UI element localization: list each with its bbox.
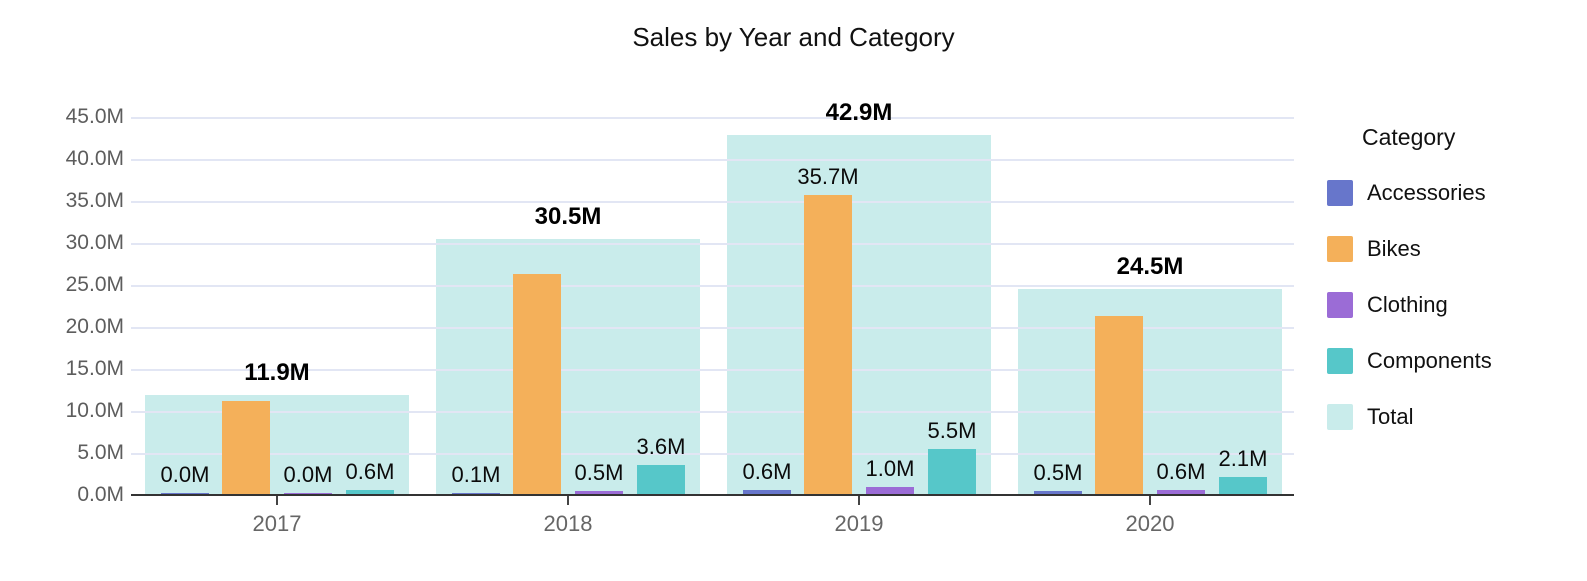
bar-accessories-2019[interactable] [743,489,791,495]
total-bar-2018[interactable] [436,238,700,495]
y-axis-tick-label-5.0M: 5.0M [77,441,124,464]
value-label-components-2019: 5.5M [927,417,977,443]
bar-accessories-2018[interactable] [452,492,500,495]
total-bar-2020[interactable] [1018,289,1282,495]
legend-label-accessories: Accessories [1367,180,1486,205]
value-label-accessories-2019: 0.6M [742,458,792,484]
legend-title: Category [1362,124,1456,150]
value-label-accessories-2020: 0.5M [1033,459,1083,485]
legend-item-accessories[interactable]: Accessories [1327,180,1486,206]
value-label-accessories-2017: 0.0M [160,461,210,487]
legend-item-components[interactable]: Components [1327,348,1492,374]
x-axis-tick-2019 [858,496,860,505]
bar-bikes-2019[interactable] [804,195,852,495]
bar-clothing-2018[interactable] [575,490,623,495]
legend-swatch-clothing [1327,292,1353,318]
bar-bikes-2017[interactable] [222,400,270,495]
bar-components-2018[interactable] [637,464,685,495]
x-axis-label-2019: 2019 [834,511,884,536]
value-label-clothing-2018: 0.5M [574,459,624,485]
total-value-label-2017: 11.9M [244,359,310,387]
value-label-clothing-2020: 0.6M [1156,458,1206,484]
gridline-15.0M [131,369,1294,371]
bar-components-2019[interactable] [928,448,976,495]
bar-accessories-2020[interactable] [1034,490,1082,495]
legend-label-components: Components [1367,348,1492,373]
value-label-components-2017: 0.6M [345,458,395,484]
bar-bikes-2020[interactable] [1095,316,1143,495]
legend-label-total: Total [1367,404,1414,429]
total-value-label-2018: 30.5M [534,202,602,230]
y-axis-tick-label-10.0M: 10.0M [65,399,124,422]
y-axis-tick-label-45.0M: 45.0M [65,105,124,128]
legend-swatch-components [1327,348,1353,374]
y-axis-tick-label-30.0M: 30.0M [65,231,124,254]
legend-label-bikes: Bikes [1367,236,1421,261]
y-axis-tick-label-40.0M: 40.0M [65,147,124,170]
legend-item-bikes[interactable]: Bikes [1327,236,1421,262]
value-label-accessories-2018: 0.1M [451,461,501,487]
legend-label-clothing: Clothing [1367,292,1448,317]
legend-item-clothing[interactable]: Clothing [1327,292,1448,318]
value-label-components-2020: 2.1M [1218,446,1268,472]
total-value-label-2020: 24.5M [1116,253,1184,281]
gridline-30.0M [131,243,1294,245]
gridline-10.0M [131,411,1294,413]
y-axis-tick-label-25.0M: 25.0M [65,273,124,296]
x-axis-tick-2018 [567,496,569,505]
bar-clothing-2017[interactable] [284,492,332,495]
gridline-5.0M [131,453,1294,455]
gridline-20.0M [131,327,1294,329]
x-axis-label-2017: 2017 [252,511,302,536]
bar-components-2017[interactable] [346,489,394,495]
legend-item-total[interactable]: Total [1327,404,1413,430]
total-bar-2019[interactable] [727,134,991,495]
value-label-components-2018: 3.6M [636,433,686,459]
legend-swatch-accessories [1327,180,1353,206]
x-axis-tick-2017 [276,496,278,505]
x-axis-tick-2020 [1149,496,1151,505]
x-axis-label-2020: 2020 [1125,511,1175,536]
legend-swatch-bikes [1327,236,1353,262]
x-axis-label-2018: 2018 [543,511,593,536]
bar-bikes-2018[interactable] [513,274,561,495]
gridline-25.0M [131,285,1294,287]
value-label-clothing-2019: 1.0M [865,455,915,481]
bar-components-2020[interactable] [1219,477,1267,495]
bar-clothing-2020[interactable] [1157,489,1205,495]
value-label-clothing-2017: 0.0M [283,461,333,487]
chart-title: Sales by Year and Category [632,22,955,52]
bar-accessories-2017[interactable] [161,492,209,495]
bar-clothing-2019[interactable] [866,486,914,495]
x-axis-line [131,494,1294,496]
gridline-45.0M [131,117,1294,119]
total-value-label-2019: 42.9M [825,98,893,126]
y-axis-tick-label-0.0M: 0.0M [77,483,124,506]
y-axis-tick-label-15.0M: 15.0M [65,357,124,380]
gridline-40.0M [131,159,1294,161]
y-axis-tick-label-35.0M: 35.0M [65,189,124,212]
gridline-35.0M [131,201,1294,203]
value-label-bikes-2019: 35.7M [797,164,859,190]
y-axis-tick-label-20.0M: 20.0M [65,315,124,338]
legend-swatch-total [1327,404,1353,430]
